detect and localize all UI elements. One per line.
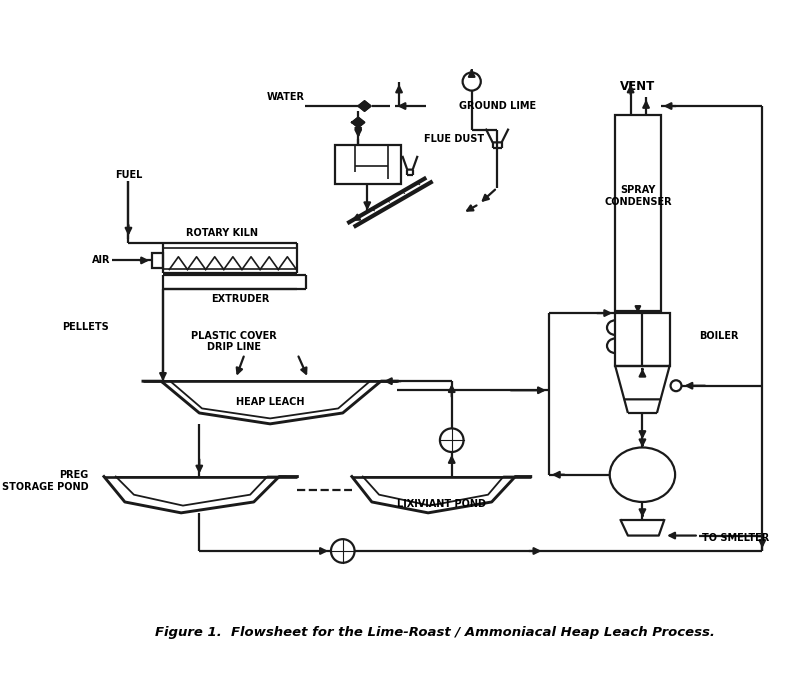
Text: DRIP LINE: DRIP LINE (206, 341, 261, 352)
Text: PELLETS: PELLETS (62, 322, 109, 332)
Text: WATER: WATER (266, 92, 305, 102)
Bar (335, 145, 401, 184)
Polygon shape (358, 101, 371, 111)
Text: Figure 1.  Flowsheet for the Lime-Roast / Ammoniacal Heap Leach Process.: Figure 1. Flowsheet for the Lime-Roast /… (155, 627, 715, 639)
Bar (615, 313, 670, 365)
Text: BOILER: BOILER (698, 330, 738, 341)
Text: ROTARY KILN: ROTARY KILN (186, 228, 258, 238)
Text: SPRAY: SPRAY (620, 185, 655, 196)
Ellipse shape (610, 447, 675, 502)
Text: LIXIVIANT POND: LIXIVIANT POND (398, 499, 486, 509)
Text: VENT: VENT (620, 80, 655, 93)
Text: AIR: AIR (92, 256, 110, 265)
Circle shape (670, 381, 682, 391)
Text: PLASTIC COVER: PLASTIC COVER (191, 330, 277, 341)
Text: FUEL: FUEL (114, 170, 142, 180)
Text: EXTRUDER: EXTRUDER (211, 293, 270, 304)
Text: TO SMELTER: TO SMELTER (702, 533, 770, 543)
Text: PREG: PREG (59, 470, 89, 480)
Text: GROUND LIME: GROUND LIME (458, 101, 536, 111)
Text: FLUE DUST: FLUE DUST (425, 134, 485, 144)
Text: STORAGE POND: STORAGE POND (2, 482, 89, 493)
Circle shape (331, 539, 354, 563)
Bar (152, 253, 163, 268)
Circle shape (440, 429, 463, 452)
Circle shape (462, 72, 481, 91)
Text: HEAP LEACH: HEAP LEACH (236, 397, 304, 407)
Text: CONDENSER: CONDENSER (604, 197, 672, 207)
Bar (615, 115, 661, 311)
Polygon shape (352, 117, 365, 128)
